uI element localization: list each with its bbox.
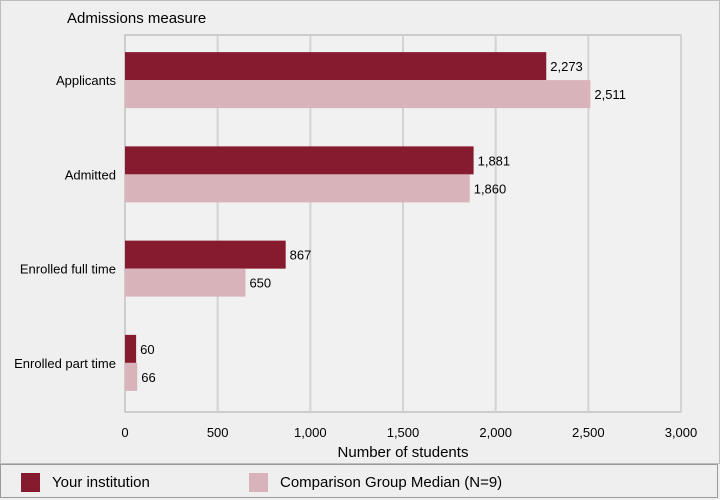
x-tick-label-1500: 1,500 [387,425,420,440]
legend-label-comparison-group: Comparison Group Median (N=9) [280,474,503,491]
category-label-enrolled-part-time: Enrolled part time [14,356,116,371]
x-tick-label-2000: 2,000 [479,425,512,440]
legend: Your institution Comparison Group Median… [0,464,718,498]
bar-your-institution-enrolled-full-time [125,240,286,269]
bar-comparison-group-median-n-9-applicants [125,80,591,109]
data-label-comparison-group-median-n-9-admitted: 1,860 [474,181,507,196]
data-label-comparison-group-median-n-9-enrolled-full-time: 650 [249,276,271,291]
bar-comparison-group-median-n-9-enrolled-part-time [125,362,138,391]
x-tick-label-1000: 1,000 [294,425,327,440]
legend-swatch-your-institution [21,473,40,492]
data-label-your-institution-enrolled-part-time: 60 [140,342,154,357]
legend-item-your-institution: Your institution [21,473,150,492]
x-axis-label: Number of students [338,444,469,461]
category-label-applicants: Applicants [56,73,116,88]
category-label-admitted: Admitted [65,167,116,182]
x-tick-label-3000: 3,000 [665,425,698,440]
x-tick-label-500: 500 [207,425,229,440]
category-label-enrolled-full-time: Enrolled full time [20,262,116,277]
bar-your-institution-admitted [125,146,474,175]
x-tick-label-0: 0 [121,425,128,440]
bar-comparison-group-median-n-9-admitted [125,174,470,203]
legend-item-comparison-group: Comparison Group Median (N=9) [249,473,502,492]
legend-swatch-comparison-group [249,473,268,492]
bar-your-institution-applicants [125,52,547,81]
data-label-comparison-group-median-n-9-applicants: 2,511 [594,87,626,102]
bar-comparison-group-median-n-9-enrolled-full-time [125,268,246,297]
data-label-your-institution-applicants: 2,273 [550,59,583,74]
bar-your-institution-enrolled-part-time [125,334,137,363]
data-label-your-institution-admitted: 1,881 [478,153,511,168]
data-label-comparison-group-median-n-9-enrolled-part-time: 66 [141,370,155,385]
legend-label-your-institution: Your institution [52,474,150,491]
chart-title: Admissions measure [67,10,206,27]
x-tick-label-2500: 2,500 [572,425,605,440]
data-label-your-institution-enrolled-full-time: 867 [290,248,312,263]
